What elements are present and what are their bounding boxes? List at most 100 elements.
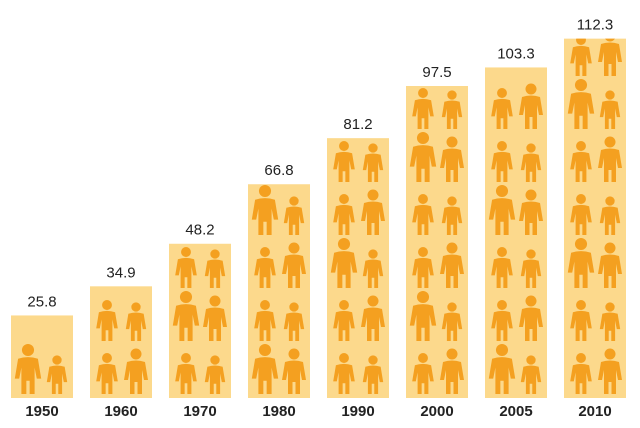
person-body (254, 310, 276, 341)
person-body (333, 151, 355, 182)
person-body (491, 310, 513, 341)
person-head (258, 184, 272, 198)
person-head (289, 302, 299, 312)
icon-group (251, 184, 306, 394)
person-head (447, 196, 457, 206)
person-body (412, 98, 434, 129)
person-icon (409, 131, 437, 182)
person-body (519, 201, 543, 235)
person-head (418, 194, 428, 204)
person-head (102, 353, 112, 363)
person-head (339, 194, 349, 204)
person-head (102, 300, 112, 310)
person-icon (440, 136, 464, 182)
x-tick-label: 1960 (104, 403, 137, 420)
person-icon (598, 348, 622, 394)
person-head (604, 348, 616, 360)
person-head (130, 348, 142, 360)
x-tick-label: 1970 (183, 403, 216, 420)
person-icon (488, 343, 516, 394)
person-head (288, 242, 300, 254)
value-label: 81.2 (343, 116, 372, 133)
person-icon (412, 194, 434, 235)
icon-group (409, 88, 464, 394)
person-head (337, 237, 351, 251)
person-head (497, 88, 507, 98)
person-icon (567, 78, 595, 129)
person-head (181, 247, 191, 257)
person-head (258, 343, 272, 357)
person-body (440, 254, 464, 288)
person-icon (598, 136, 622, 182)
person-icon (440, 242, 464, 288)
person-body (409, 145, 437, 182)
person-body (598, 42, 622, 76)
person-head (525, 83, 537, 95)
person-head (446, 348, 458, 360)
person-icon (282, 348, 306, 394)
person-icon (124, 348, 148, 394)
icon-group (14, 343, 68, 394)
person-head (526, 355, 536, 365)
person-head (418, 247, 428, 257)
person-head (131, 302, 141, 312)
person-head (446, 242, 458, 254)
person-head (526, 249, 536, 259)
person-head (210, 249, 220, 259)
person-icon (362, 249, 384, 288)
person-icon (491, 300, 513, 341)
person-icon (96, 300, 118, 341)
x-tick-label: 2010 (578, 403, 611, 420)
person-icon (412, 88, 434, 129)
person-icon (598, 242, 622, 288)
person-icon (491, 247, 513, 288)
value-label: 97.5 (422, 64, 451, 81)
person-icon (441, 302, 463, 341)
person-icon (282, 242, 306, 288)
person-body (361, 201, 385, 235)
person-body (254, 257, 276, 288)
icon-group (488, 83, 543, 394)
person-body (96, 310, 118, 341)
person-head (605, 302, 615, 312)
person-head (605, 38, 615, 42)
person-body (598, 148, 622, 182)
person-body (46, 365, 68, 394)
person-head (209, 295, 221, 307)
person-icon (520, 143, 542, 182)
person-body (333, 310, 355, 341)
person-head (576, 353, 586, 363)
person-body (599, 206, 621, 235)
person-icon (46, 355, 68, 394)
person-body (491, 257, 513, 288)
person-head (497, 141, 507, 151)
person-head (339, 141, 349, 151)
person-icon (362, 355, 384, 394)
person-icon (488, 184, 516, 235)
person-head (339, 353, 349, 363)
person-head (339, 300, 349, 310)
person-icon (361, 295, 385, 341)
person-body (412, 257, 434, 288)
value-label: 103.3 (497, 45, 535, 62)
person-icon (175, 247, 197, 288)
person-icon (412, 247, 434, 288)
person-head (418, 88, 428, 98)
person-icon (362, 143, 384, 182)
person-body (520, 153, 542, 182)
person-body (441, 100, 463, 129)
person-head (605, 90, 615, 100)
person-head (289, 196, 299, 206)
value-label: 48.2 (185, 222, 214, 239)
x-tick-label: 2000 (420, 403, 453, 420)
person-head (288, 348, 300, 360)
bar (406, 86, 468, 398)
x-tick-label: 1980 (262, 403, 295, 420)
person-icon (254, 300, 276, 341)
person-body (124, 360, 148, 394)
person-head (525, 295, 537, 307)
person-body (412, 204, 434, 235)
person-head (418, 353, 428, 363)
person-head (605, 196, 615, 206)
person-head (367, 189, 379, 201)
